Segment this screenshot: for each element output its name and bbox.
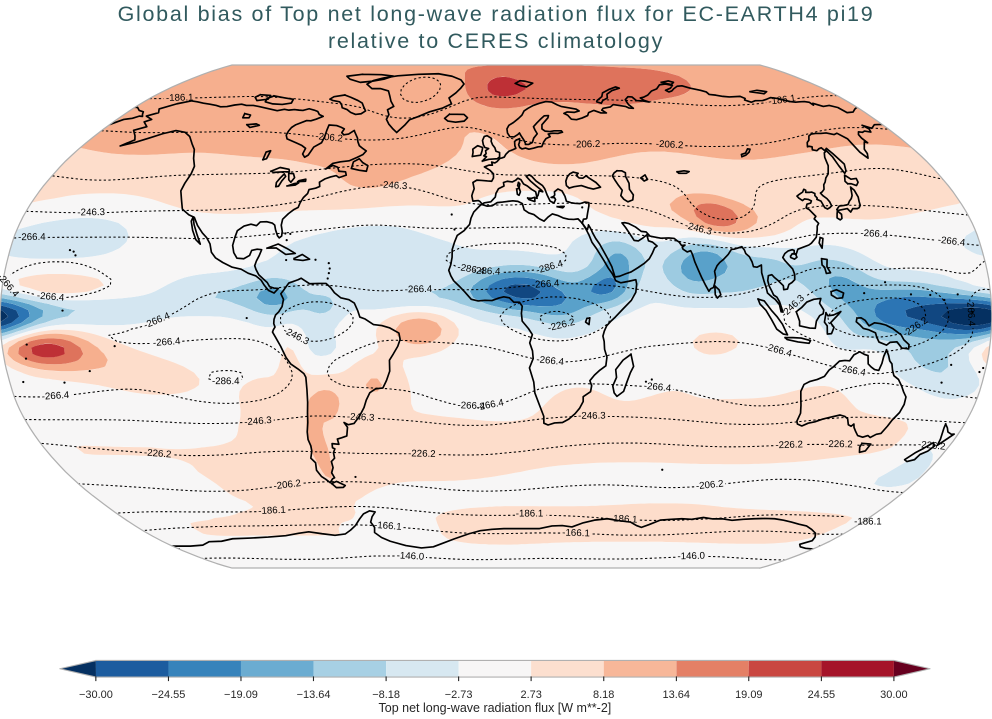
svg-text:-246.3: -246.3 bbox=[379, 180, 407, 193]
svg-text:-266.4: -266.4 bbox=[937, 235, 966, 249]
svg-text:-186.1: -186.1 bbox=[516, 508, 544, 519]
svg-text:-266.4: -266.4 bbox=[405, 284, 433, 296]
svg-text:−8.18: −8.18 bbox=[372, 689, 400, 701]
svg-text:-186.1: -186.1 bbox=[610, 513, 638, 525]
svg-text:-286.4: -286.4 bbox=[457, 262, 487, 277]
svg-text:-246.3: -246.3 bbox=[347, 411, 375, 423]
svg-text:-186.1: -186.1 bbox=[768, 93, 797, 108]
svg-text:-266.4: -266.4 bbox=[536, 354, 565, 368]
svg-text:-286.4: -286.4 bbox=[473, 265, 502, 277]
svg-text:−30.00: −30.00 bbox=[79, 689, 113, 701]
svg-text:−2.73: −2.73 bbox=[445, 689, 473, 701]
svg-text:-266.4: -266.4 bbox=[457, 400, 486, 412]
svg-text:−24.55: −24.55 bbox=[152, 689, 186, 701]
svg-text:-286.4: -286.4 bbox=[212, 376, 240, 387]
svg-text:-186.1: -186.1 bbox=[854, 517, 882, 528]
svg-text:-226.2: -226.2 bbox=[775, 439, 803, 451]
svg-text:-226.2: -226.2 bbox=[825, 439, 853, 451]
svg-text:-266.4: -266.4 bbox=[41, 390, 70, 403]
svg-text:13.64: 13.64 bbox=[663, 689, 690, 701]
svg-text:-166.1: -166.1 bbox=[374, 520, 402, 533]
svg-text:-206.2: -206.2 bbox=[273, 478, 302, 492]
svg-text:-266.4: -266.4 bbox=[838, 363, 868, 379]
svg-text:-206.2: -206.2 bbox=[573, 139, 601, 151]
svg-text:Top net long-wave radiation fl: Top net long-wave radiation flux [W m**-… bbox=[379, 701, 612, 715]
svg-text:-266.4: -266.4 bbox=[964, 298, 977, 327]
svg-text:-186.1: -186.1 bbox=[166, 92, 194, 104]
svg-text:-226.2: -226.2 bbox=[143, 447, 171, 460]
svg-text:19.09: 19.09 bbox=[735, 689, 762, 701]
svg-text:-266.4: -266.4 bbox=[860, 228, 889, 241]
svg-text:-266.4: -266.4 bbox=[532, 278, 561, 291]
svg-text:24.55: 24.55 bbox=[808, 689, 835, 701]
svg-text:-266.4: -266.4 bbox=[153, 336, 182, 349]
svg-text:-246.3: -246.3 bbox=[578, 411, 606, 422]
svg-text:30.00: 30.00 bbox=[880, 689, 907, 701]
svg-text:-166.1: -166.1 bbox=[562, 528, 590, 540]
svg-text:-226.2: -226.2 bbox=[917, 439, 945, 453]
svg-text:-146.0: -146.0 bbox=[677, 551, 705, 563]
svg-text:-266.4: -266.4 bbox=[476, 397, 506, 413]
svg-text:-246.3: -246.3 bbox=[77, 207, 105, 218]
svg-text:-206.2: -206.2 bbox=[655, 139, 683, 152]
svg-text:-226.2: -226.2 bbox=[408, 448, 436, 460]
svg-text:-146.0: -146.0 bbox=[396, 550, 425, 562]
svg-text:-266.4: -266.4 bbox=[36, 290, 65, 303]
svg-text:-206.2: -206.2 bbox=[695, 479, 724, 493]
svg-text:-246.3: -246.3 bbox=[244, 415, 272, 428]
svg-text:-266.4: -266.4 bbox=[643, 381, 672, 395]
svg-text:2.73: 2.73 bbox=[520, 689, 541, 701]
svg-text:-206.2: -206.2 bbox=[315, 131, 343, 145]
svg-text:−19.09: −19.09 bbox=[224, 689, 258, 701]
svg-text:−13.64: −13.64 bbox=[297, 689, 331, 701]
svg-text:-266.4: -266.4 bbox=[18, 232, 46, 243]
svg-text:8.18: 8.18 bbox=[593, 689, 614, 701]
svg-text:-186.1: -186.1 bbox=[258, 505, 286, 517]
